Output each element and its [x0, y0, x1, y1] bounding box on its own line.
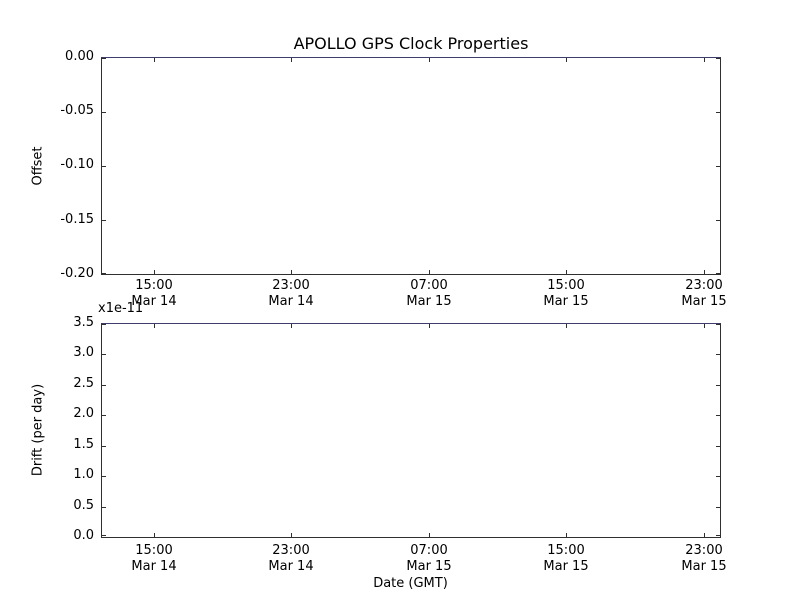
x-tick-time: 23:00	[272, 543, 310, 558]
x-tick-date: Mar 15	[406, 559, 452, 574]
y-axis-tick	[716, 385, 720, 386]
offset-plot-area	[101, 57, 721, 275]
x-tick-time: 07:00	[410, 278, 448, 293]
x-axis-tick	[291, 58, 292, 62]
x-tick-label: 23:00 Mar 14	[246, 278, 336, 310]
y-tick-label: -0.20	[60, 266, 94, 281]
y-axis-tick	[716, 354, 720, 355]
x-tick-label: 15:00 Mar 15	[521, 543, 611, 575]
y-scale-multiplier-label: x1e-11	[98, 301, 144, 316]
x-axis-tick	[704, 324, 705, 328]
x-tick-label: 15:00 Mar 14	[109, 543, 199, 575]
y-axis-tick	[102, 415, 106, 416]
y-tick-label: 3.0	[73, 345, 94, 360]
x-tick-time: 23:00	[685, 278, 723, 293]
x-axis-tick	[291, 270, 292, 274]
y-tick-label: -0.05	[60, 103, 94, 118]
y-tick-label: 2.5	[73, 376, 94, 391]
x-tick-time: 15:00	[135, 543, 173, 558]
chart-title: APOLLO GPS Clock Properties	[293, 34, 529, 53]
x-axis-tick	[429, 324, 430, 328]
y-axis-label-drift: Drift (per day)	[30, 383, 46, 477]
y-axis-tick	[102, 385, 106, 386]
x-tick-time: 15:00	[135, 278, 173, 293]
x-tick-label: 15:00 Mar 15	[521, 278, 611, 310]
x-axis-tick	[291, 533, 292, 537]
x-axis-tick	[704, 58, 705, 62]
y-tick-label: 0.0	[73, 528, 94, 543]
x-tick-date: Mar 15	[406, 294, 452, 309]
y-axis-tick	[716, 58, 720, 59]
y-axis-tick	[102, 273, 106, 274]
y-axis-tick	[102, 324, 106, 325]
y-axis-tick	[102, 535, 106, 536]
x-axis-tick	[291, 324, 292, 328]
y-tick-label: -0.15	[60, 212, 94, 227]
y-tick-label: 2.0	[73, 406, 94, 421]
x-tick-time: 23:00	[272, 278, 310, 293]
y-axis-tick	[102, 476, 106, 477]
x-axis-tick	[154, 533, 155, 537]
y-axis-tick	[716, 476, 720, 477]
x-axis-tick	[566, 58, 567, 62]
x-tick-label: 23:00 Mar 15	[659, 543, 749, 575]
drift-plot-area	[101, 323, 721, 538]
x-axis-tick	[566, 533, 567, 537]
x-tick-time: 23:00	[685, 543, 723, 558]
y-tick-label: -0.10	[60, 157, 94, 172]
x-tick-label: 15:00 Mar 14	[109, 278, 199, 310]
y-axis-tick	[102, 112, 106, 113]
y-tick-label: 0.00	[65, 49, 94, 64]
y-axis-tick	[102, 58, 106, 59]
y-axis-tick	[716, 166, 720, 167]
x-axis-tick	[429, 533, 430, 537]
y-axis-tick	[716, 220, 720, 221]
x-tick-label: 07:00 Mar 15	[384, 278, 474, 310]
x-tick-date: Mar 14	[131, 294, 177, 309]
x-tick-date: Mar 15	[543, 559, 589, 574]
y-axis-tick	[716, 446, 720, 447]
x-axis-tick	[429, 270, 430, 274]
x-axis-tick	[566, 270, 567, 274]
y-tick-label: 1.5	[73, 437, 94, 452]
y-axis-tick	[102, 354, 106, 355]
x-tick-time: 15:00	[547, 543, 585, 558]
x-tick-date: Mar 14	[268, 294, 314, 309]
y-axis-tick	[716, 415, 720, 416]
x-axis-label: Date (GMT)	[373, 576, 448, 591]
x-tick-date: Mar 15	[543, 294, 589, 309]
y-axis-tick	[716, 273, 720, 274]
y-axis-tick	[102, 166, 106, 167]
x-axis-tick	[566, 324, 567, 328]
y-axis-tick	[716, 507, 720, 508]
x-axis-tick	[429, 58, 430, 62]
x-axis-tick	[154, 58, 155, 62]
x-axis-tick	[154, 324, 155, 328]
y-tick-label: 0.5	[73, 498, 94, 513]
y-axis-tick	[102, 220, 106, 221]
y-tick-label: 3.5	[73, 315, 94, 330]
y-axis-tick	[716, 112, 720, 113]
x-tick-time: 15:00	[547, 278, 585, 293]
x-axis-tick	[704, 533, 705, 537]
x-tick-time: 07:00	[410, 543, 448, 558]
y-axis-tick	[102, 446, 106, 447]
x-axis-tick	[154, 270, 155, 274]
x-tick-date: Mar 15	[681, 294, 727, 309]
y-axis-tick	[716, 535, 720, 536]
y-axis-tick	[716, 324, 720, 325]
x-tick-date: Mar 14	[268, 559, 314, 574]
x-tick-label: 07:00 Mar 15	[384, 543, 474, 575]
y-axis-tick	[102, 507, 106, 508]
x-tick-label: 23:00 Mar 15	[659, 278, 749, 310]
x-axis-tick	[704, 270, 705, 274]
x-tick-date: Mar 15	[681, 559, 727, 574]
y-tick-label: 1.0	[73, 467, 94, 482]
y-axis-label-offset: Offset	[30, 146, 46, 186]
x-tick-label: 23:00 Mar 14	[246, 543, 336, 575]
x-tick-date: Mar 14	[131, 559, 177, 574]
